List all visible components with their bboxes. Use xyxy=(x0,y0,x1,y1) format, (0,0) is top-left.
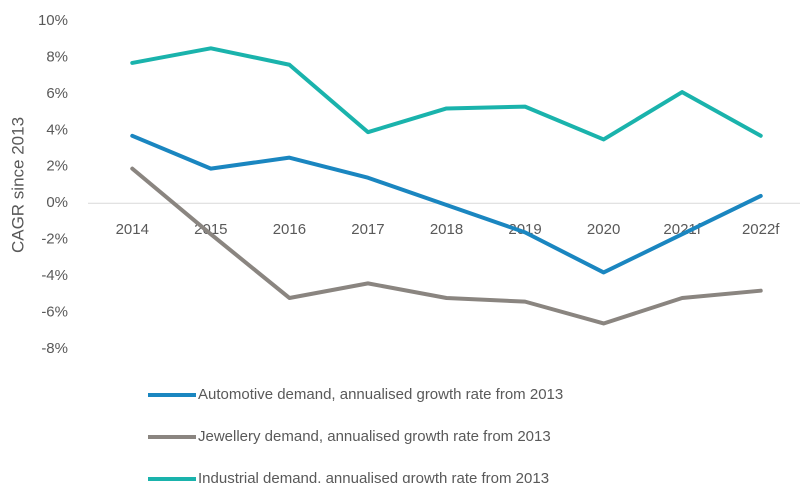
y-tick-label: 8% xyxy=(46,48,68,65)
legend-label: Automotive demand, annualised growth rat… xyxy=(198,386,563,403)
x-tick-label: 2020 xyxy=(587,221,620,238)
series-line xyxy=(130,166,763,326)
legend-label: Jewellery demand, annualised growth rate… xyxy=(198,428,551,445)
y-tick-label: 10% xyxy=(38,12,68,29)
x-tick-label: 2014 xyxy=(116,221,149,238)
legend-label: Industrial demand, annualised growth rat… xyxy=(198,470,549,483)
x-tick-label: 2021f xyxy=(663,221,701,238)
x-tick-label: 2019 xyxy=(508,221,541,238)
y-tick-label: -2% xyxy=(41,231,68,248)
x-tick-label: 2017 xyxy=(351,221,384,238)
y-tick-label: 4% xyxy=(46,121,68,138)
series-line xyxy=(130,133,763,275)
x-tick-label: 2022f xyxy=(742,221,780,238)
x-tick-label: 2016 xyxy=(273,221,306,238)
y-axis-title: CAGR since 2013 xyxy=(8,117,27,253)
y-tick-label: -6% xyxy=(41,304,68,321)
y-tick-label: 6% xyxy=(46,85,68,102)
y-tick-label: -4% xyxy=(41,267,68,284)
y-tick-label: 2% xyxy=(46,158,68,175)
series-line xyxy=(130,46,763,142)
y-tick-label: 0% xyxy=(46,194,68,211)
x-tick-label: 2018 xyxy=(430,221,463,238)
y-tick-label: -8% xyxy=(41,340,68,357)
